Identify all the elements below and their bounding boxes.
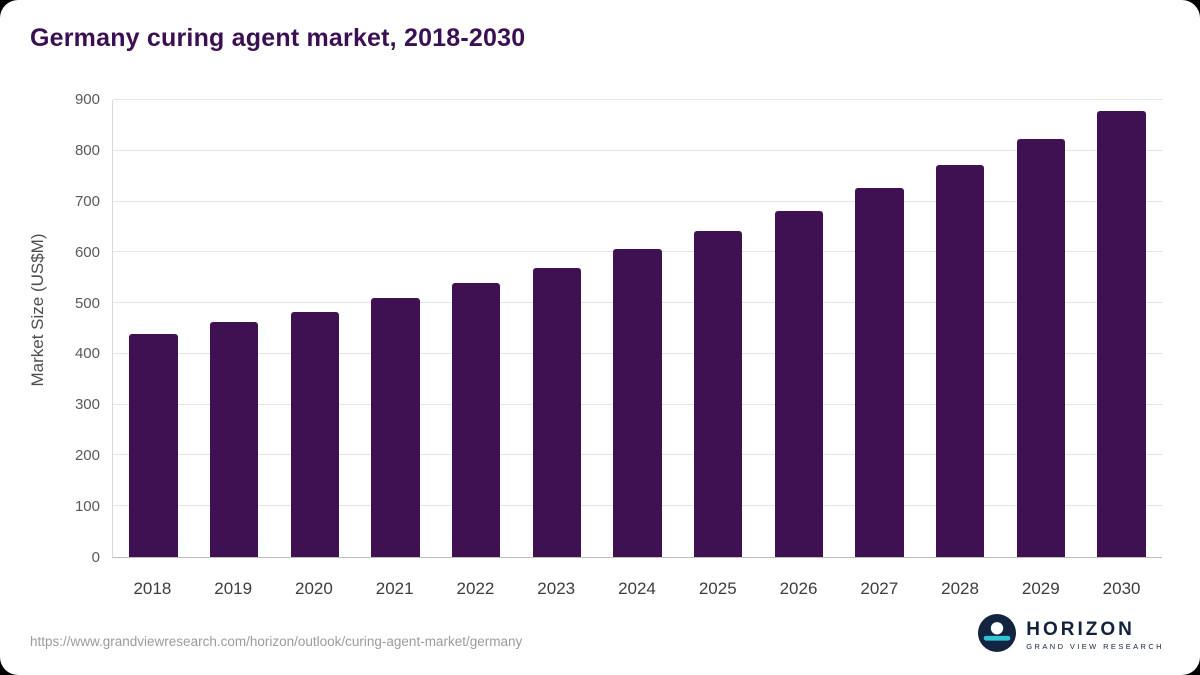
gridline-700 — [113, 200, 1162, 202]
bar-slot-2022 — [436, 100, 517, 557]
x-tick-label-2026: 2026 — [779, 579, 818, 598]
bar-2023 — [532, 267, 581, 557]
x-tick-label-2029: 2029 — [1021, 579, 1060, 598]
bar-2026 — [774, 210, 824, 557]
bar-slot-2024 — [597, 100, 678, 557]
x-tick-label-2021: 2021 — [375, 579, 414, 598]
bar-slot-2029 — [1001, 100, 1082, 557]
y-tick-label-600: 600 — [74, 243, 100, 261]
x-tick-label-2025: 2025 — [698, 579, 737, 598]
bar-slot-2026 — [759, 100, 840, 557]
y-tick-label-800: 800 — [74, 141, 100, 159]
x-axis-ticks: 2018 2019 2020 2021 2022 2023 2024 2025 2026 2027… — [112, 579, 1162, 599]
x-tick-label-2022: 2022 — [456, 579, 495, 598]
gridline-800 — [113, 149, 1162, 151]
y-tick-label-500: 500 — [74, 294, 100, 312]
x-tick-label-2019: 2019 — [214, 579, 253, 598]
horizon-logo-name: HORIZON — [1026, 618, 1135, 640]
bar-2024 — [613, 249, 662, 557]
bar-slot-2018 — [113, 100, 194, 557]
x-tick-label-2023: 2023 — [537, 579, 576, 598]
plot-area — [112, 99, 1162, 558]
bar-2025 — [693, 230, 743, 557]
y-tick-label-300: 300 — [74, 396, 100, 414]
y-tick-label-0: 0 — [91, 549, 100, 566]
x-tick-label-2030: 2030 — [1102, 579, 1141, 598]
x-tick-label-2024: 2024 — [618, 579, 656, 598]
bars — [113, 100, 1162, 557]
bar-2021 — [371, 298, 420, 557]
x-tick-label-2027: 2027 — [860, 579, 899, 598]
bar-2019 — [209, 321, 259, 557]
bar-slot-2030 — [1081, 100, 1162, 557]
bar-slot-2028 — [920, 100, 1001, 557]
x-tick-label-2028: 2028 — [941, 579, 979, 598]
y-tick-label-900: 900 — [74, 91, 100, 108]
bar-2027 — [855, 188, 904, 557]
bar-2030 — [1097, 110, 1146, 557]
bar-2018 — [129, 333, 178, 557]
x-tick-label-2020: 2020 — [295, 579, 333, 598]
horizon-logo-text: HORIZON GRAND VIEW RESEARCH — [1026, 618, 1164, 651]
bar-slot-2023 — [516, 100, 597, 557]
bar-slot-2021 — [355, 100, 436, 557]
horizon-logo-subtitle: GRAND VIEW RESEARCH — [1026, 641, 1164, 651]
y-tick-label-100: 100 — [74, 498, 100, 516]
y-axis-ticks: 0 100 200 300 400 500 600 700 800 900 — [50, 91, 100, 566]
bar-2029 — [1016, 139, 1066, 557]
bar-2022 — [451, 283, 501, 557]
bar-slot-2027 — [839, 100, 920, 557]
bar-2028 — [936, 165, 985, 557]
horizon-logo-icon — [978, 614, 1017, 657]
y-axis-title: Market Size (US$M) — [28, 233, 47, 387]
y-tick-label-200: 200 — [74, 447, 100, 465]
bar-slot-2020 — [274, 100, 355, 557]
gridline-900 — [113, 99, 1162, 100]
bar-slot-2019 — [194, 100, 275, 557]
x-tick-label-2018: 2018 — [133, 579, 172, 598]
bar-2020 — [290, 312, 339, 557]
source-url: https://www.grandviewresearch.com/horizo… — [30, 634, 523, 649]
horizon-logo: HORIZON GRAND VIEW RESEARCH — [978, 614, 1164, 657]
bar-slot-2025 — [678, 100, 759, 557]
y-tick-label-700: 700 — [74, 192, 100, 210]
y-tick-label-400: 400 — [74, 345, 100, 363]
chart-title: Germany curing agent market, 2018-2030 — [30, 24, 526, 52]
